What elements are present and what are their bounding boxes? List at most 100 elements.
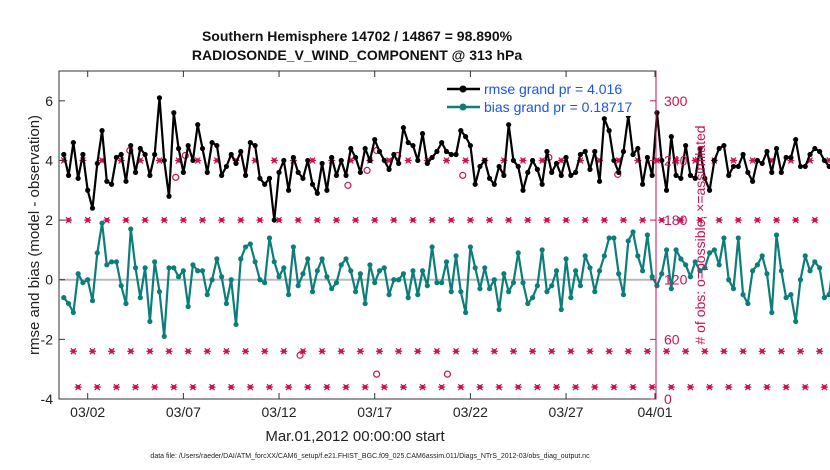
rmse-point [702,175,708,181]
bias-point [525,300,531,307]
obs-star-center [774,217,779,223]
obs-star-center [606,349,612,354]
obs-star-center [267,384,272,390]
obs-assimilated-marker [189,383,197,391]
obs-star-center [324,384,330,390]
bias-point [305,256,311,262]
obs-star-center [678,217,684,223]
rmse-point [577,151,584,158]
rmse-point [434,148,440,155]
obs-star-center [444,158,449,163]
obs-star-center [391,217,397,223]
obs-assimilated-marker [179,216,187,224]
obs-star-center [721,349,727,354]
bias-point [697,268,703,274]
rmse-point [807,151,813,158]
obs-assimilated-marker [93,383,101,391]
obs-assimilated-marker [811,216,819,224]
y-tick-label-left: 6 [45,93,53,109]
obs-star-center [71,349,76,354]
bias-point [333,280,340,286]
bias-point [443,259,450,265]
rmse-point [166,193,172,199]
rmse-point [568,172,574,178]
obs-star-center [458,384,464,390]
bias-point [601,253,607,259]
obs-assimilated-marker [380,383,388,391]
rmse-point [372,136,378,143]
rmse-point [419,131,426,137]
obs-assimilated-marker [777,347,785,355]
rmse-point [381,157,387,164]
obs-assimilated-marker [677,216,685,224]
bias-point [793,318,799,325]
rmse-point [290,154,296,161]
rmse-point [616,169,622,175]
bias-point [482,265,488,271]
rmse-point [333,172,340,178]
obs-star-center [645,349,650,354]
rmse-point [324,187,330,193]
obs-star-center [281,349,287,354]
rmse-point [458,128,464,134]
obs-star-center [434,349,440,354]
obs-star-center [736,217,741,223]
obs-assimilated-marker [165,347,173,355]
bias-point [171,265,177,271]
bias-point [611,235,617,241]
obs-assimilated-marker [414,347,422,355]
rmse-point [214,142,220,149]
bias-point [137,295,143,301]
rmse-point [61,151,67,158]
obs-assimilated-marker [572,383,580,391]
rmse-point [199,145,206,152]
obs-possible-marker [373,370,381,378]
obs-assimilated-marker [285,383,293,391]
bias-point [372,280,378,286]
obs-assimilated-marker [548,347,556,355]
obs-assimilated-marker [203,347,211,355]
bias-point [735,235,741,241]
obs-star-center [803,384,808,390]
obs-star-center [779,349,784,354]
obs-star-center [133,384,138,390]
obs-assimilated-marker [758,347,766,355]
obs-assimilated-marker [696,216,704,224]
rmse-point [635,145,641,152]
rmse-point [778,169,784,175]
bias-point [606,235,612,241]
obs-assimilated-marker [404,157,412,164]
bias-point [204,292,210,298]
obs-star-center [520,158,526,163]
bias-point [458,289,464,295]
rmse-point [362,145,368,152]
bias-point [338,262,344,268]
obs-star-center [530,349,535,354]
obs-star-center [755,217,760,223]
obs-star-center [406,158,411,163]
obs-star-center [386,158,392,163]
rmse-point [601,116,607,122]
obs-star-center [339,349,344,354]
bias-point [534,283,540,289]
obs-star-center [554,384,559,390]
obs-star-center [492,349,497,354]
obs-assimilated-marker [457,383,465,391]
rmse-point [156,95,163,101]
bias-point [219,274,225,280]
bias-point [778,268,784,274]
bias-point [123,300,129,307]
obs-assimilated-marker [146,347,154,355]
bias-point [242,244,249,250]
bias-point [257,277,263,283]
rmse-point [415,157,421,164]
bias-point [640,268,646,274]
rmse-point [496,163,502,170]
obs-star-center [468,217,473,223]
obs-assimilated-marker [749,157,757,164]
rmse-point [596,178,603,184]
legend-rmse-label: rmse grand pr = 4.016 [484,81,622,97]
bias-point [750,268,756,274]
bias-point [319,256,325,262]
obs-assimilated-marker [524,216,532,224]
